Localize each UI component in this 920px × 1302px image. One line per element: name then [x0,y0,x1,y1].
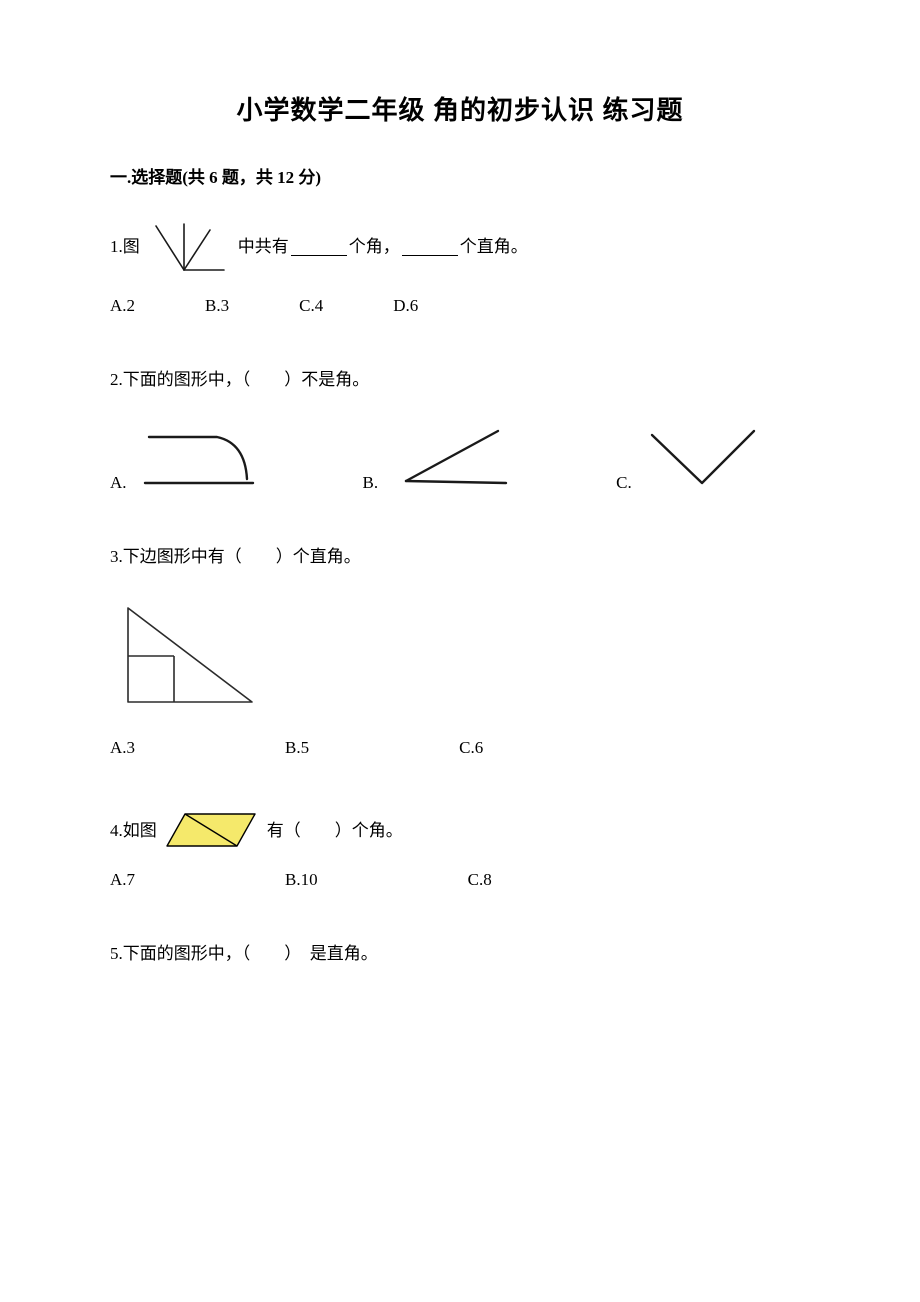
page-title: 小学数学二年级 角的初步认识 练习题 [110,90,810,127]
q1-prefix: 1.图 [110,233,140,260]
question-4: 4.如图 有（ ）个角。 [110,808,810,852]
q2-figure-b [388,421,516,493]
q1-mid3: 个直角。 [460,233,528,260]
q4-option-b: B.10 [285,870,318,890]
q2-figure-a [137,421,263,493]
question-2: 2.下面的图形中，（ ）不是角。 [110,366,810,393]
section-1-header: 一.选择题(共 6 题，共 12 分) [110,163,810,188]
q2-label-a: A. [110,473,127,493]
q4-option-c: C.8 [468,870,492,890]
q3-option-b: B.5 [285,738,309,758]
question-1: 1.图 中共有 个角， 个直角。 [110,218,810,276]
question-4-line: 4.如图 有（ ）个角。 [110,808,810,852]
q2-option-a: A. [110,421,263,493]
question-3: 3.下边图形中有（ ）个直角。 [110,543,810,570]
q3-option-c: C.6 [459,738,483,758]
q1-mid1: 中共有 [238,233,289,260]
q5-text: 5.下面的图形中，（ ） 是直角。 [110,944,378,963]
q2-label-c: C. [616,473,632,493]
q3-option-a: A.3 [110,738,135,758]
q3-text: 3.下边图形中有（ ）个直角。 [110,547,361,566]
q4-option-a: A.7 [110,870,135,890]
q2-label-b: B. [363,473,379,493]
q1-options: A.2 B.3 C.4 D.6 [110,296,810,316]
q2-text: 2.下面的图形中，（ ）不是角。 [110,370,369,389]
worksheet-page: 小学数学二年级 角的初步认识 练习题 一.选择题(共 6 题，共 12 分) 1… [0,0,920,1302]
q2-option-c: C. [616,425,764,493]
q4-figure [163,808,261,852]
q4-prefix: 4.如图 [110,817,157,844]
q2-figure-c [642,425,764,493]
q1-blank-1 [291,238,347,256]
q2-option-b: B. [363,421,517,493]
q3-figure [110,594,810,714]
question-5: 5.下面的图形中，（ ） 是直角。 [110,940,810,967]
q1-option-a: A.2 [110,296,135,316]
q1-option-d: D.6 [393,296,418,316]
question-1-line: 1.图 中共有 个角， 个直角。 [110,218,810,276]
q1-option-b: B.3 [205,296,229,316]
q1-option-c: C.4 [299,296,323,316]
q3-options: A.3 B.5 C.6 [110,738,810,758]
q4-options: A.7 B.10 C.8 [110,870,810,890]
q1-figure [146,218,232,276]
q2-figure-row: A. B. C. [110,421,810,493]
q1-mid2: 个角， [349,233,400,260]
q4-suffix: 有（ ）个角。 [267,817,403,844]
q1-blank-2 [402,238,458,256]
